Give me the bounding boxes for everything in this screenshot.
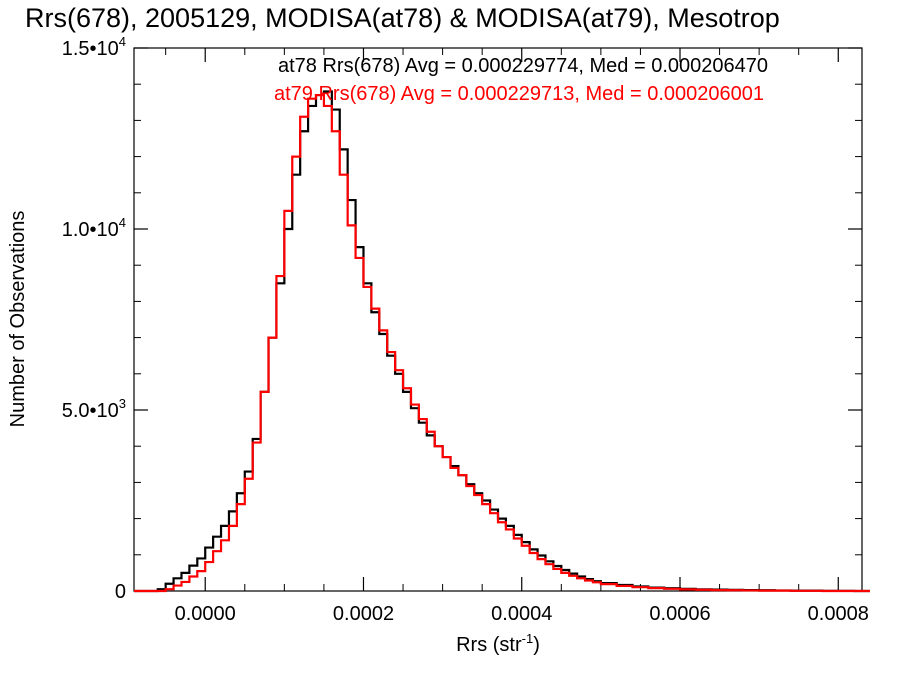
x-tick-label: 0.0008: [808, 603, 869, 625]
y-tick-label: 1.5•104: [62, 34, 126, 60]
y-tick-label: 5.0•103: [62, 396, 126, 422]
series-at78-histogram: [134, 90, 870, 593]
y-axis-label: Number of Observations: [7, 211, 29, 428]
x-tick-label: 0.0000: [175, 603, 236, 625]
series-at79-histogram: [134, 93, 870, 593]
y-tick-label: 0: [115, 581, 126, 603]
annotation-at79: at79 Rrs(678) Avg = 0.000229713, Med = 0…: [274, 83, 764, 105]
y-tick-label: 1.0•104: [62, 215, 126, 241]
series-layer: [134, 90, 870, 593]
x-axis-tick-labels: 0.0000 0.0002 0.0004 0.0006 0.0008: [175, 603, 869, 625]
annotation-at78: at78 Rrs(678) Avg = 0.000229774, Med = 0…: [278, 55, 768, 77]
plot-frame: [133, 47, 863, 592]
x-axis-label: Rrs (str-1): [456, 631, 540, 656]
x-axis-ticks: [165, 48, 839, 591]
chart-title: Rrs(678), 2005129, MODISA(at78) & MODISA…: [25, 3, 780, 33]
x-tick-label: 0.0006: [649, 603, 710, 625]
y-axis-tick-labels: 0 5.0•103 1.0•104 1.5•104: [62, 34, 126, 603]
x-tick-label: 0.0002: [333, 603, 394, 625]
x-tick-label: 0.0004: [491, 603, 552, 625]
